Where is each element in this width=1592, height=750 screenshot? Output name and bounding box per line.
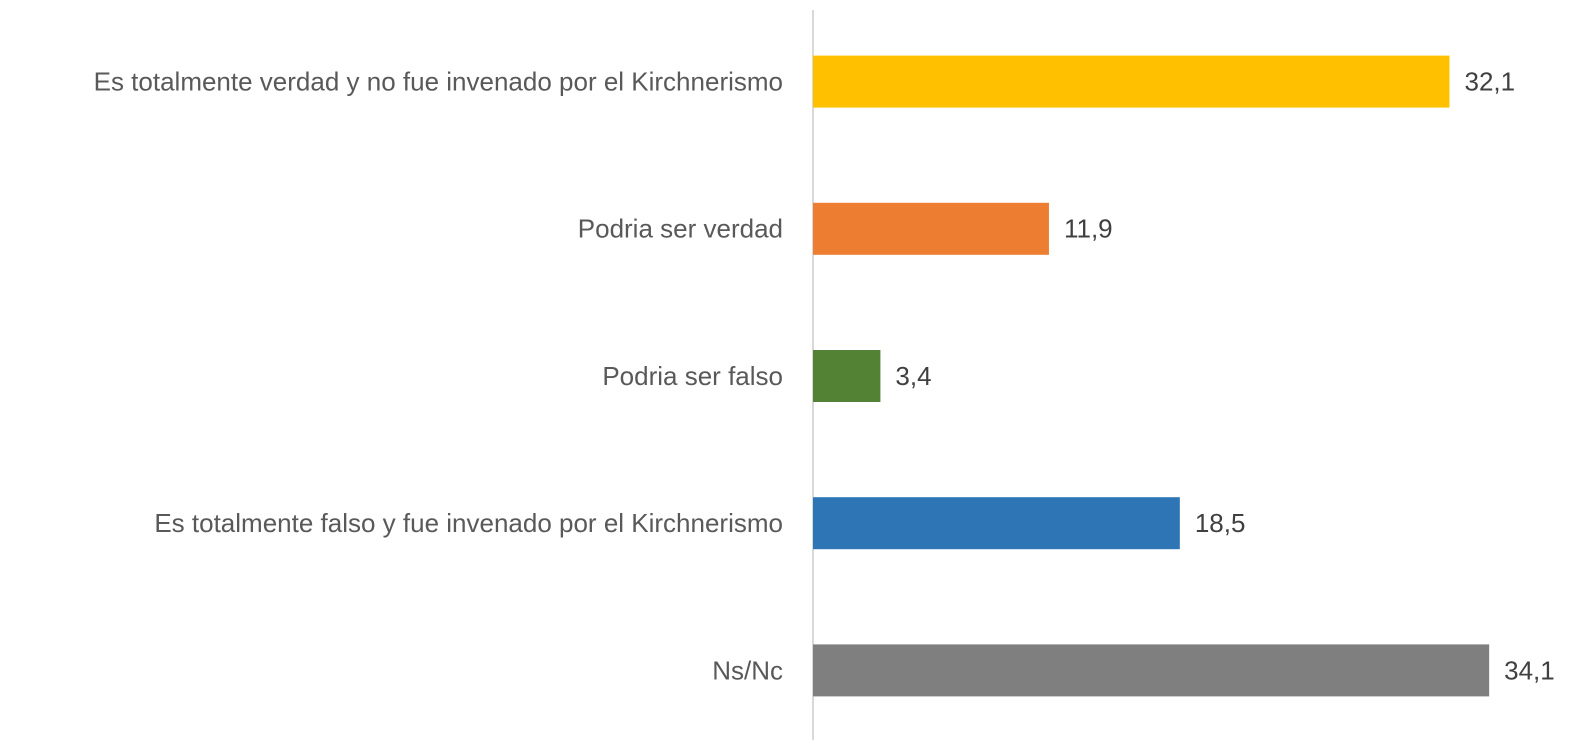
bar: [813, 497, 1180, 550]
data-label: 11,9: [1064, 214, 1113, 244]
category-label: Ns/Nc: [712, 655, 783, 685]
data-label: 3,4: [895, 361, 931, 391]
bar: [813, 644, 1490, 697]
category-label: Es totalmente verdad y no fue invenado p…: [94, 66, 783, 96]
data-label: 18,5: [1195, 508, 1246, 538]
category-label: Podria ser verdad: [578, 214, 783, 244]
data-label: 34,1: [1504, 655, 1555, 685]
bar: [813, 202, 1049, 255]
bar: [813, 55, 1450, 108]
category-label: Podria ser falso: [602, 361, 783, 391]
bar: [813, 350, 881, 402]
category-label: Es totalmente falso y fue invenado por e…: [154, 508, 783, 538]
data-label: 32,1: [1464, 66, 1515, 96]
